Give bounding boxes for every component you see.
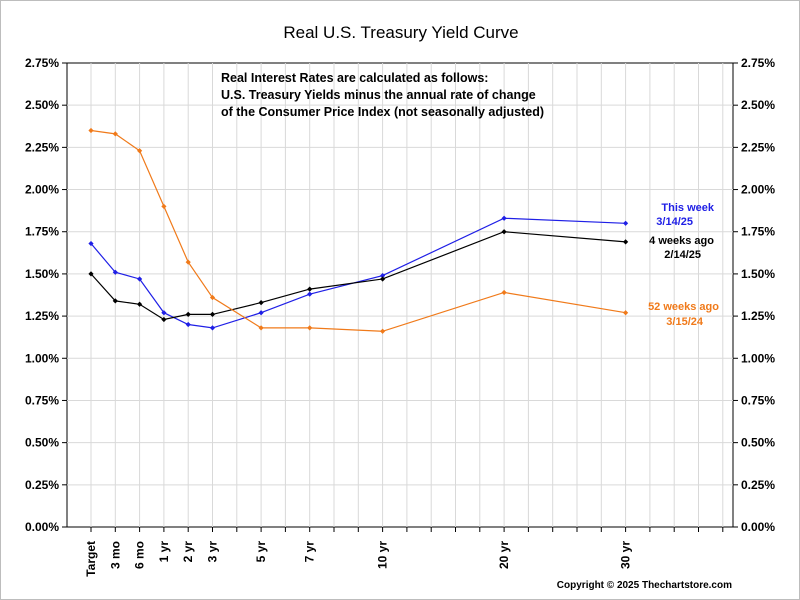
y-tick-label-left: 2.75%	[25, 56, 59, 70]
y-tick-label-right: 2.75%	[741, 56, 775, 70]
y-tick-label-right: 2.25%	[741, 140, 775, 154]
series-layer	[88, 127, 629, 334]
y-tick-label-right: 1.75%	[741, 225, 775, 239]
tick-labels: 0.00% 0.00% 0.25% 0.25% 0.50% 0.50% 0.75% 0.75%…	[25, 56, 775, 577]
series-label-this-week: This week	[661, 202, 714, 214]
data-point	[380, 328, 386, 334]
data-point	[380, 272, 386, 279]
y-tick-label-right: 1.00%	[741, 351, 775, 365]
data-point	[112, 298, 118, 304]
axis-ticks	[62, 62, 738, 532]
data-point	[185, 321, 191, 328]
data-point	[623, 239, 629, 245]
data-point	[501, 289, 507, 296]
y-tick-label-left: 2.25%	[25, 140, 59, 154]
data-point	[137, 301, 143, 307]
data-point	[185, 259, 191, 265]
chart-title: Real U.S. Treasury Yield Curve	[283, 23, 518, 42]
y-tick-label-left: 2.00%	[25, 183, 59, 197]
data-point	[307, 286, 313, 292]
data-point	[501, 229, 507, 235]
y-tick-label-left: 0.25%	[25, 478, 59, 492]
data-point	[258, 310, 264, 316]
y-tick-label-left: 1.75%	[25, 225, 59, 239]
series-date-4-weeks-ago: 2/14/25	[664, 249, 701, 261]
y-tick-label-right: 1.25%	[741, 309, 775, 323]
x-tick-label: 7 yr	[303, 541, 317, 563]
data-point	[209, 294, 216, 301]
series-date-52-weeks-ago: 3/15/24	[666, 316, 704, 328]
data-point	[161, 310, 167, 316]
x-tick-label: 20 yr	[497, 541, 511, 569]
data-point	[209, 311, 216, 318]
horizontal-grid	[67, 104, 733, 486]
data-point	[307, 291, 313, 297]
series-date-this-week: 3/14/25	[656, 216, 693, 228]
data-point	[137, 148, 143, 154]
y-tick-label-left: 1.50%	[25, 267, 59, 281]
note-line-1: Real Interest Rates are calculated as fo…	[221, 71, 488, 85]
data-point	[380, 276, 386, 282]
y-tick-label-right: 0.50%	[741, 436, 775, 450]
note-line-2: U.S. Treasury Yields minus the annual ra…	[221, 88, 536, 102]
note-line-3: of the Consumer Price Index (not seasona…	[221, 105, 544, 119]
y-tick-label-left: 2.50%	[25, 98, 59, 112]
x-tick-label: Target	[84, 541, 98, 577]
x-tick-label: 30 yr	[619, 541, 633, 569]
y-tick-label-left: 0.75%	[25, 393, 59, 407]
data-point	[258, 325, 264, 331]
data-point	[258, 299, 264, 306]
y-tick-label-right: 0.00%	[741, 520, 775, 534]
y-tick-label-left: 1.00%	[25, 351, 59, 365]
data-point	[88, 240, 94, 247]
x-tick-label: 1 yr	[157, 541, 171, 563]
data-point	[161, 316, 167, 323]
data-point	[623, 220, 629, 226]
y-tick-label-right: 2.50%	[741, 98, 775, 112]
data-point	[307, 325, 313, 331]
data-point	[112, 269, 118, 275]
y-tick-label-right: 1.50%	[741, 267, 775, 281]
data-point	[209, 325, 216, 331]
y-tick-label-right: 2.00%	[741, 183, 775, 197]
y-tick-label-right: 0.75%	[741, 393, 775, 407]
y-tick-label-left: 1.25%	[25, 309, 59, 323]
data-point	[88, 127, 94, 134]
x-tick-label: 10 yr	[376, 541, 390, 569]
series-label-52-weeks-ago: 52 weeks ago	[648, 301, 719, 313]
data-point	[112, 131, 118, 137]
copyright-text: Copyright © 2025 Thechartstore.com	[557, 580, 732, 591]
x-tick-label: 2 yr	[181, 541, 195, 563]
x-tick-label: 3 mo	[108, 541, 122, 569]
data-point	[185, 311, 191, 318]
y-tick-label-left: 0.50%	[25, 436, 59, 450]
data-point	[501, 215, 507, 221]
x-tick-label: 5 yr	[254, 541, 268, 563]
x-tick-label: 3 yr	[206, 541, 220, 563]
data-point	[88, 271, 94, 277]
y-tick-label-right: 0.25%	[741, 478, 775, 492]
data-point	[137, 276, 143, 282]
x-tick-label: 6 mo	[133, 541, 147, 569]
series-label-4-weeks-ago: 4 weeks ago	[649, 235, 714, 247]
y-tick-label-left: 0.00%	[25, 520, 59, 534]
data-point	[161, 203, 167, 210]
plot-area	[66, 62, 734, 528]
data-point	[623, 310, 629, 316]
